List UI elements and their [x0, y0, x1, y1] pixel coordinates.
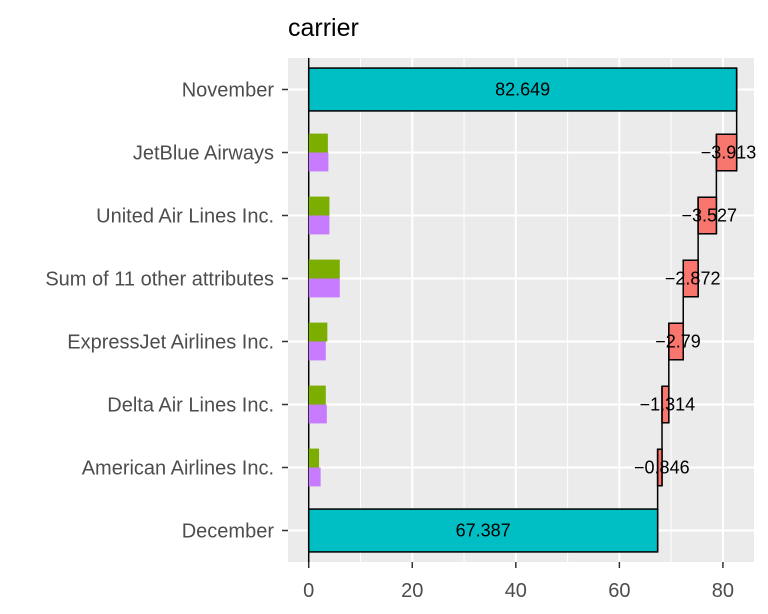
y-tick-label: Sum of 11 other attributes [45, 269, 274, 291]
secondary-bar-purple [308, 152, 329, 172]
secondary-bar-green [308, 385, 326, 405]
secondary-bar-purple [308, 404, 327, 424]
data-label: −2.79 [655, 332, 701, 352]
secondary-bar-purple [308, 278, 340, 298]
y-tick-label: American Airlines Inc. [82, 458, 274, 480]
data-label: 67.387 [456, 521, 511, 541]
y-axis: November JetBlue Airways United Air Lines … [45, 80, 288, 543]
data-label: −2.872 [665, 269, 721, 289]
minor-gridlines [359, 58, 672, 562]
bars-layer [307, 58, 738, 562]
secondary-bar-purple [308, 215, 330, 235]
chart-title: carrier [288, 14, 359, 42]
y-tick-label: November [182, 80, 275, 102]
data-label: 82.649 [495, 80, 550, 100]
y-tick-label: United Air Lines Inc. [96, 206, 274, 228]
y-tick-label: ExpressJet Airlines Inc. [67, 332, 274, 354]
secondary-bar-green [308, 196, 330, 216]
secondary-bar-purple [308, 467, 321, 487]
x-tick-label: 0 [303, 580, 314, 602]
secondary-bar-green [308, 259, 340, 279]
secondary-bar-green [308, 448, 320, 468]
data-label: −3.527 [681, 206, 737, 226]
x-tick-label: 60 [608, 580, 630, 602]
x-axis: 0 20 40 60 80 [303, 562, 734, 602]
data-label: −0.846 [634, 458, 690, 478]
total-bar [307, 508, 659, 553]
x-tick-label: 80 [712, 580, 734, 602]
data-label: −3.913 [701, 143, 757, 163]
y-tick-label: December [182, 521, 275, 543]
data-labels-layer: 82.649 −3.913 −3.527 −2.872 −2.79 −1.314 −0.84… [456, 80, 757, 541]
y-tick-label: Delta Air Lines Inc. [107, 395, 274, 417]
secondary-bar-purple [308, 341, 326, 361]
x-tick-label: 20 [401, 580, 423, 602]
plot-panel [288, 58, 754, 562]
secondary-bar-green [308, 133, 328, 153]
y-tick-label: JetBlue Airways [133, 143, 274, 165]
data-label: −1.314 [640, 395, 696, 415]
secondary-bar-green [308, 322, 328, 342]
x-tick-label: 40 [505, 580, 527, 602]
